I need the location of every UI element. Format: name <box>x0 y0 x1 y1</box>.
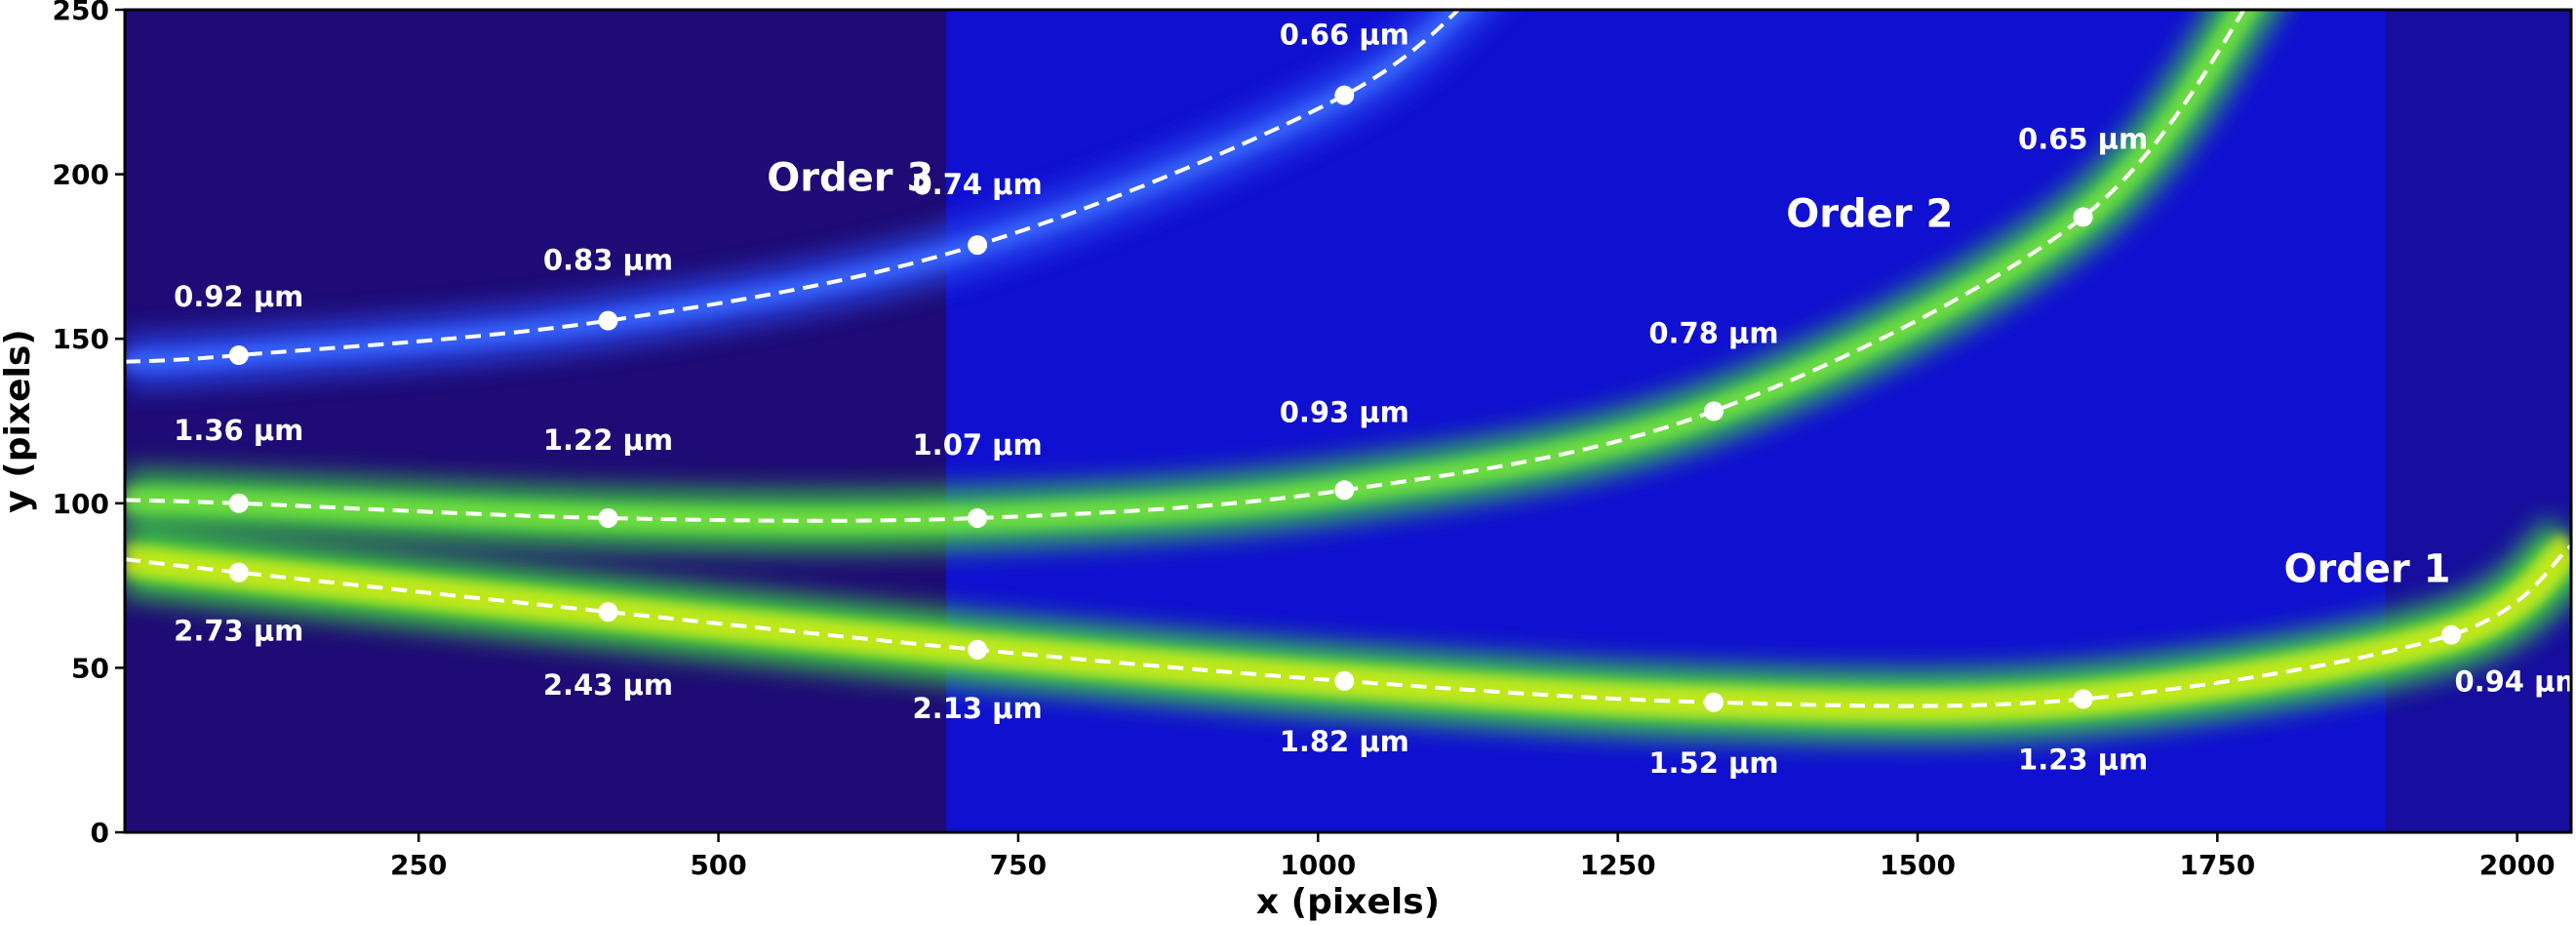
y-tick-label-3: 100 <box>53 488 109 520</box>
x-tick-label-5: 1250 <box>1580 849 1656 881</box>
order-3-wavelength-label-1: 0.92 μm <box>174 280 303 313</box>
order-1-marker-4 <box>1334 670 1355 691</box>
order-2-wavelength-label-4: 0.93 μm <box>1280 395 1409 428</box>
x-tick-label-7: 1750 <box>2179 849 2255 881</box>
order-1-marker-7 <box>2441 624 2462 645</box>
order-3-marker-4 <box>1334 85 1355 105</box>
order-3-wavelength-label-3: 0.74 μm <box>913 168 1043 201</box>
order-2-marker-6 <box>2073 207 2093 227</box>
x-tick-label-4: 1000 <box>1280 849 1356 881</box>
x-tick-label-3: 750 <box>990 849 1047 881</box>
order-1-wavelength-label-4: 1.82 μm <box>1280 725 1409 758</box>
order-1-wavelength-label-2: 2.43 μm <box>543 668 673 702</box>
y-tick-label-6: 250 <box>53 0 109 26</box>
y-axis-label: y (pixels) <box>0 329 38 512</box>
order-2-marker-5 <box>1703 401 1724 422</box>
y-tick-label-1: 0 <box>91 817 109 849</box>
order-2-wavelength-label-3: 1.07 μm <box>913 428 1043 462</box>
order-2-wavelength-label-6: 0.65 μm <box>2018 122 2148 155</box>
y-tick-label-2: 50 <box>71 652 109 684</box>
background-dark-region-right <box>2385 10 2571 832</box>
order-1-wavelength-label-7: 0.94 μm <box>2454 665 2576 699</box>
order-2-marker-4 <box>1334 480 1355 501</box>
y-tick-label-5: 200 <box>53 159 109 191</box>
x-tick-label-6: 1500 <box>1880 849 1956 881</box>
x-axis-ticks: 250 500 750 1000 1250 1500 1750 2000 <box>390 832 2556 881</box>
wavelength-markers <box>228 85 2462 712</box>
order-labels: Order 1 Order 2 Order 3 <box>767 155 2450 591</box>
order-2-label: Order 2 <box>1786 192 1953 237</box>
order-1-wavelength-label-5: 1.52 μm <box>1648 746 1778 780</box>
order-3-marker-2 <box>598 310 618 331</box>
order-2-wavelength-label-2: 1.22 μm <box>543 423 673 457</box>
x-axis-label: x (pixels) <box>1256 882 1440 922</box>
order-1-marker-1 <box>228 562 249 583</box>
order-2-marker-3 <box>968 507 988 528</box>
order-3-marker-1 <box>228 345 249 366</box>
plot-area: 2.73 μm 2.43 μm 2.13 μm 1.82 μm 1.52 μm 1.23 … <box>125 10 2576 832</box>
order-3-marker-3 <box>968 235 988 256</box>
order-1-wavelength-label-3: 2.13 μm <box>913 692 1043 725</box>
order-1-marker-6 <box>2073 689 2093 709</box>
order-1-marker-5 <box>1703 692 1724 712</box>
order-2-marker-2 <box>598 507 618 528</box>
order-1-marker-3 <box>968 639 988 660</box>
background-dark-region <box>125 10 947 832</box>
y-axis-ticks: 0 50 100 150 200 250 <box>53 0 125 849</box>
order-1-label: Order 1 <box>2284 547 2451 592</box>
order-3-wavelength-label-2: 0.83 μm <box>543 244 673 277</box>
order-1-marker-2 <box>598 602 618 623</box>
x-tick-label-1: 250 <box>390 849 447 881</box>
order-1-wavelength-label-1: 2.73 μm <box>174 615 303 648</box>
order-2-wavelength-label-1: 1.36 μm <box>174 414 303 447</box>
y-tick-label-4: 150 <box>53 323 109 355</box>
order-2-wavelength-label-5: 0.78 μm <box>1648 316 1778 349</box>
order-3-wavelength-label-4: 0.66 μm <box>1280 19 1409 52</box>
wavelength-labels: 2.73 μm 2.43 μm 2.13 μm 1.82 μm 1.52 μm 1.23 … <box>174 19 2576 780</box>
order-2-trace-curve <box>125 10 2246 523</box>
order-3-trace-curve <box>125 10 1461 364</box>
order-1-wavelength-label-6: 1.23 μm <box>2018 743 2148 776</box>
x-tick-label-8: 2000 <box>2479 849 2556 881</box>
x-tick-label-2: 500 <box>690 849 746 881</box>
order-2-marker-1 <box>228 493 249 513</box>
order-3-label: Order 3 <box>767 155 933 200</box>
plot-frame <box>123 8 2573 834</box>
